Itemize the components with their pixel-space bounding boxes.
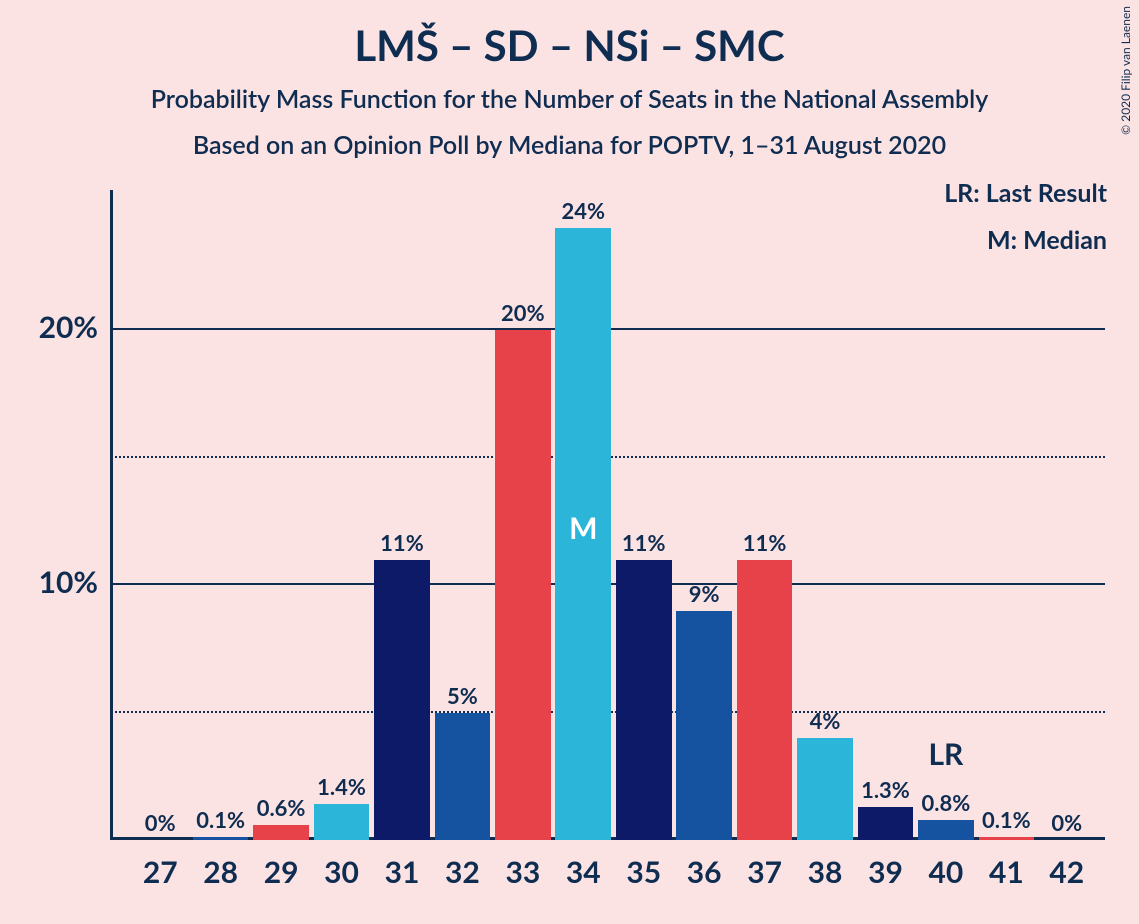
bar: 1.3% bbox=[858, 807, 914, 840]
bar-value-label: 0.1% bbox=[196, 806, 245, 837]
x-tick-label: 33 bbox=[505, 854, 540, 890]
bar: 4% bbox=[797, 738, 853, 840]
bar-value-label: 9% bbox=[689, 580, 720, 611]
bar-value-label: 11% bbox=[622, 529, 666, 560]
bar-value-label: 0.8% bbox=[922, 789, 971, 820]
x-tick-label: 38 bbox=[808, 854, 843, 890]
x-tick-label: 31 bbox=[385, 854, 420, 890]
x-tick-label: 42 bbox=[1049, 854, 1084, 890]
chart-subtitle-2: Based on an Opinion Poll by Mediana for … bbox=[0, 130, 1139, 160]
chart-container: LMŠ – SD – NSi – SMC Probability Mass Fu… bbox=[0, 0, 1139, 924]
bar-value-label: 11% bbox=[743, 529, 787, 560]
bar: 20% bbox=[495, 330, 551, 840]
bar-value-label: 11% bbox=[380, 529, 424, 560]
bar: 0.8% bbox=[918, 820, 974, 840]
x-tick-label: 34 bbox=[566, 854, 601, 890]
bar-value-label: 4% bbox=[810, 707, 841, 738]
plot-area: 10%20%0%270.1%280.6%291.4%3011%315%3220%… bbox=[110, 190, 1105, 840]
bar-value-label: 1.3% bbox=[861, 776, 910, 807]
bar: 11% bbox=[374, 560, 430, 840]
bar-value-label: 0.6% bbox=[257, 794, 306, 825]
bar: 9% bbox=[676, 611, 732, 840]
bar: 11% bbox=[616, 560, 672, 840]
x-tick-label: 39 bbox=[868, 854, 903, 890]
y-tick-label: 20% bbox=[8, 309, 98, 345]
x-tick-label: 30 bbox=[324, 854, 359, 890]
x-tick-label: 28 bbox=[203, 854, 238, 890]
x-tick-label: 36 bbox=[687, 854, 722, 890]
x-tick-label: 32 bbox=[445, 854, 480, 890]
bar: 1.4% bbox=[314, 804, 370, 840]
x-tick-label: 29 bbox=[264, 854, 299, 890]
bar: 11% bbox=[737, 560, 793, 840]
x-tick-label: 27 bbox=[143, 854, 178, 890]
bar-value-label: 0% bbox=[145, 809, 176, 840]
bar-value-label: 24% bbox=[561, 197, 605, 228]
bar-value-label: 1.4% bbox=[317, 773, 366, 804]
chart-title: LMŠ – SD – NSi – SMC bbox=[0, 20, 1139, 70]
x-tick-label: 40 bbox=[929, 854, 964, 890]
x-tick-label: 41 bbox=[989, 854, 1024, 890]
x-tick-label: 37 bbox=[747, 854, 782, 890]
y-tick-label: 10% bbox=[8, 564, 98, 600]
copyright-text: © 2020 Filip van Laenen bbox=[1118, 6, 1133, 135]
chart-subtitle-1: Probability Mass Function for the Number… bbox=[0, 84, 1139, 114]
bar-value-label: 5% bbox=[447, 682, 478, 713]
bar: 0.1% bbox=[979, 837, 1035, 840]
bar: 0.1% bbox=[193, 837, 249, 840]
bar: 24%M bbox=[555, 228, 611, 840]
bar: 5% bbox=[435, 713, 491, 840]
y-axis bbox=[110, 190, 113, 840]
bar-value-label: 0% bbox=[1051, 809, 1082, 840]
x-tick-label: 35 bbox=[626, 854, 661, 890]
bar: 0.6% bbox=[253, 825, 309, 840]
last-result-marker: LR bbox=[928, 736, 963, 772]
bar-value-label: 20% bbox=[501, 299, 545, 330]
median-marker: M bbox=[555, 510, 611, 546]
bar-value-label: 0.1% bbox=[982, 806, 1031, 837]
